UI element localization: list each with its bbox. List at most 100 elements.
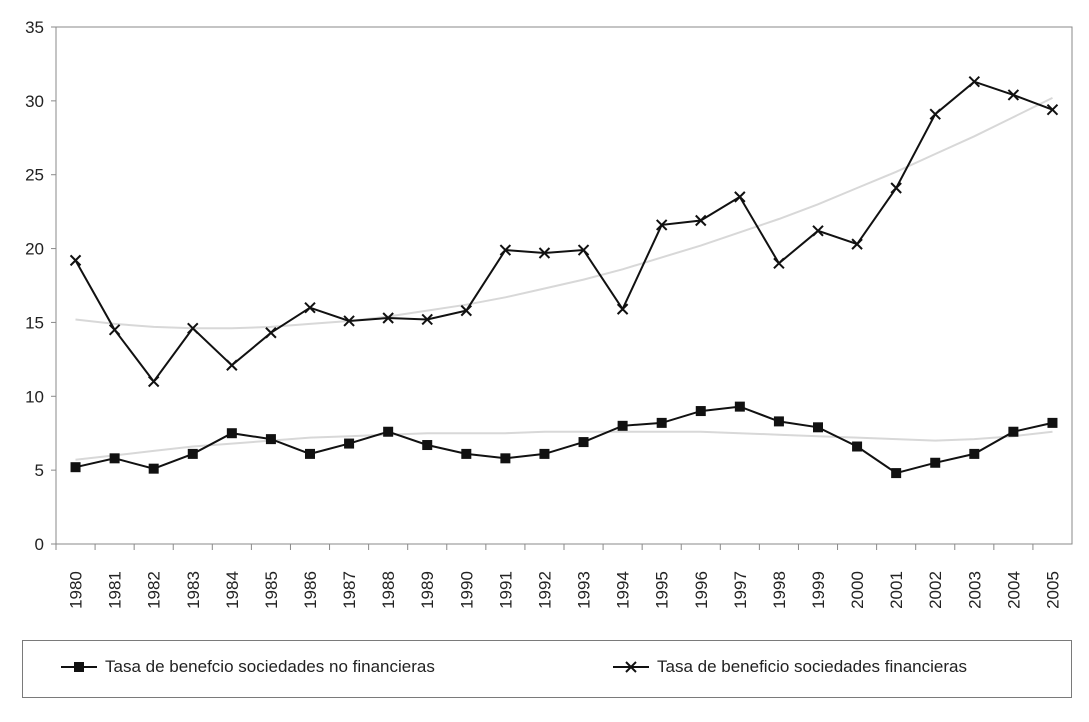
x-tick-label: 1991 (496, 571, 515, 609)
data-point (734, 191, 746, 203)
data-point (577, 244, 590, 256)
square-marker-icon (61, 662, 97, 672)
data-point (1046, 104, 1059, 116)
x-tick-label: 1985 (262, 571, 281, 609)
x-tick-label: 1989 (418, 571, 437, 609)
data-point (460, 304, 473, 317)
data-point (109, 453, 120, 464)
data-point (695, 406, 706, 417)
x-tick-label: 1986 (301, 571, 320, 609)
data-point (734, 401, 745, 412)
data-point (148, 463, 159, 474)
series-1 (69, 75, 1059, 388)
line-chart: 0 5 10 15 20 25 30 35 1980 1981 1982 1983 1984 1985 19… (25, 18, 1073, 609)
legend-item-financieras: Tasa de beneficio sociedades financieras (611, 657, 967, 677)
data-point (969, 448, 980, 459)
x-tick-label: 1992 (535, 571, 554, 609)
data-point (500, 453, 511, 464)
data-point (813, 422, 823, 433)
data-point (1007, 89, 1020, 101)
data-point (851, 238, 863, 250)
trendline-1 (75, 97, 1053, 330)
data-point (695, 214, 707, 227)
y-tick-label: 20 (25, 240, 44, 259)
data-point (304, 301, 316, 314)
data-point (343, 315, 355, 327)
data-point (929, 108, 941, 120)
data-point (187, 448, 198, 459)
data-point (1047, 417, 1058, 428)
x-tick-label: 2003 (965, 571, 984, 609)
data-point (812, 225, 824, 237)
data-point (773, 416, 784, 427)
y-tick-label: 30 (25, 92, 44, 111)
data-point (265, 434, 276, 445)
data-point (383, 426, 394, 437)
data-point (226, 359, 238, 371)
x-tick-label: 1982 (145, 571, 164, 609)
x-tick-label: 2004 (1004, 571, 1023, 609)
legend-label-no-financieras: Tasa de benefcio sociedades no financier… (105, 657, 435, 676)
x-tick-label: 1999 (809, 571, 828, 609)
plot-area-frame (55, 26, 1073, 545)
legend-item-no-financieras: Tasa de benefcio sociedades no financier… (59, 657, 435, 677)
x-marker-icon (613, 661, 649, 673)
x-tick-label: 1987 (340, 571, 359, 609)
x-tick-label: 1997 (731, 571, 750, 609)
data-point (422, 440, 433, 451)
data-point (655, 219, 668, 231)
data-point (461, 448, 472, 459)
x-tick-label: 1994 (614, 571, 633, 609)
data-point (382, 312, 394, 324)
data-point (421, 313, 433, 326)
data-point (968, 75, 981, 88)
data-point (1008, 426, 1019, 437)
data-point (891, 468, 902, 479)
y-tick-label: 15 (25, 313, 44, 332)
x-tick-label: 2000 (848, 571, 867, 609)
data-point (656, 417, 667, 428)
data-point (539, 448, 550, 459)
x-tick-label: 1980 (67, 571, 86, 609)
data-point (616, 303, 629, 315)
x-tick-label: 1983 (184, 571, 203, 609)
y-tick-label: 0 (35, 535, 44, 554)
data-series (69, 75, 1059, 479)
data-point (617, 420, 628, 431)
x-tick-label: 1990 (457, 571, 476, 609)
data-point (69, 254, 82, 267)
y-tick-label: 5 (35, 461, 44, 480)
x-tick-label: 1981 (106, 571, 125, 609)
x-tick-label: 2001 (887, 571, 906, 609)
x-tick-label: 1984 (223, 571, 242, 609)
data-point (147, 375, 160, 388)
y-tick-label: 10 (25, 387, 44, 406)
y-tick-label: 35 (25, 18, 44, 37)
x-tick-label: 2002 (926, 571, 945, 609)
data-point (265, 327, 277, 339)
data-point (773, 257, 785, 270)
legend-label-financieras: Tasa de beneficio sociedades financieras (657, 657, 967, 676)
trendline-0 (75, 430, 1053, 461)
data-point (578, 437, 589, 448)
trendlines (75, 97, 1053, 461)
data-point (890, 182, 902, 194)
legend: Tasa de benefcio sociedades no financier… (22, 640, 1072, 698)
data-point (538, 247, 551, 259)
data-point (305, 448, 315, 459)
x-tick-label: 2005 (1043, 571, 1062, 609)
data-point (499, 244, 512, 256)
x-tick-label: 1998 (770, 571, 789, 609)
y-tick-label: 25 (25, 166, 44, 185)
data-point (108, 324, 121, 336)
data-point (187, 322, 199, 335)
series-line (74, 80, 1053, 384)
axes: 0 5 10 15 20 25 30 35 1980 1981 1982 1983 1984 1985 19… (25, 18, 1062, 609)
x-tick-label: 1993 (575, 571, 594, 609)
data-point (70, 462, 81, 473)
x-tick-label: 1996 (692, 571, 711, 609)
data-point (344, 438, 355, 449)
x-tick-label: 1995 (653, 571, 672, 609)
series-0 (70, 401, 1058, 479)
data-point (930, 457, 941, 468)
